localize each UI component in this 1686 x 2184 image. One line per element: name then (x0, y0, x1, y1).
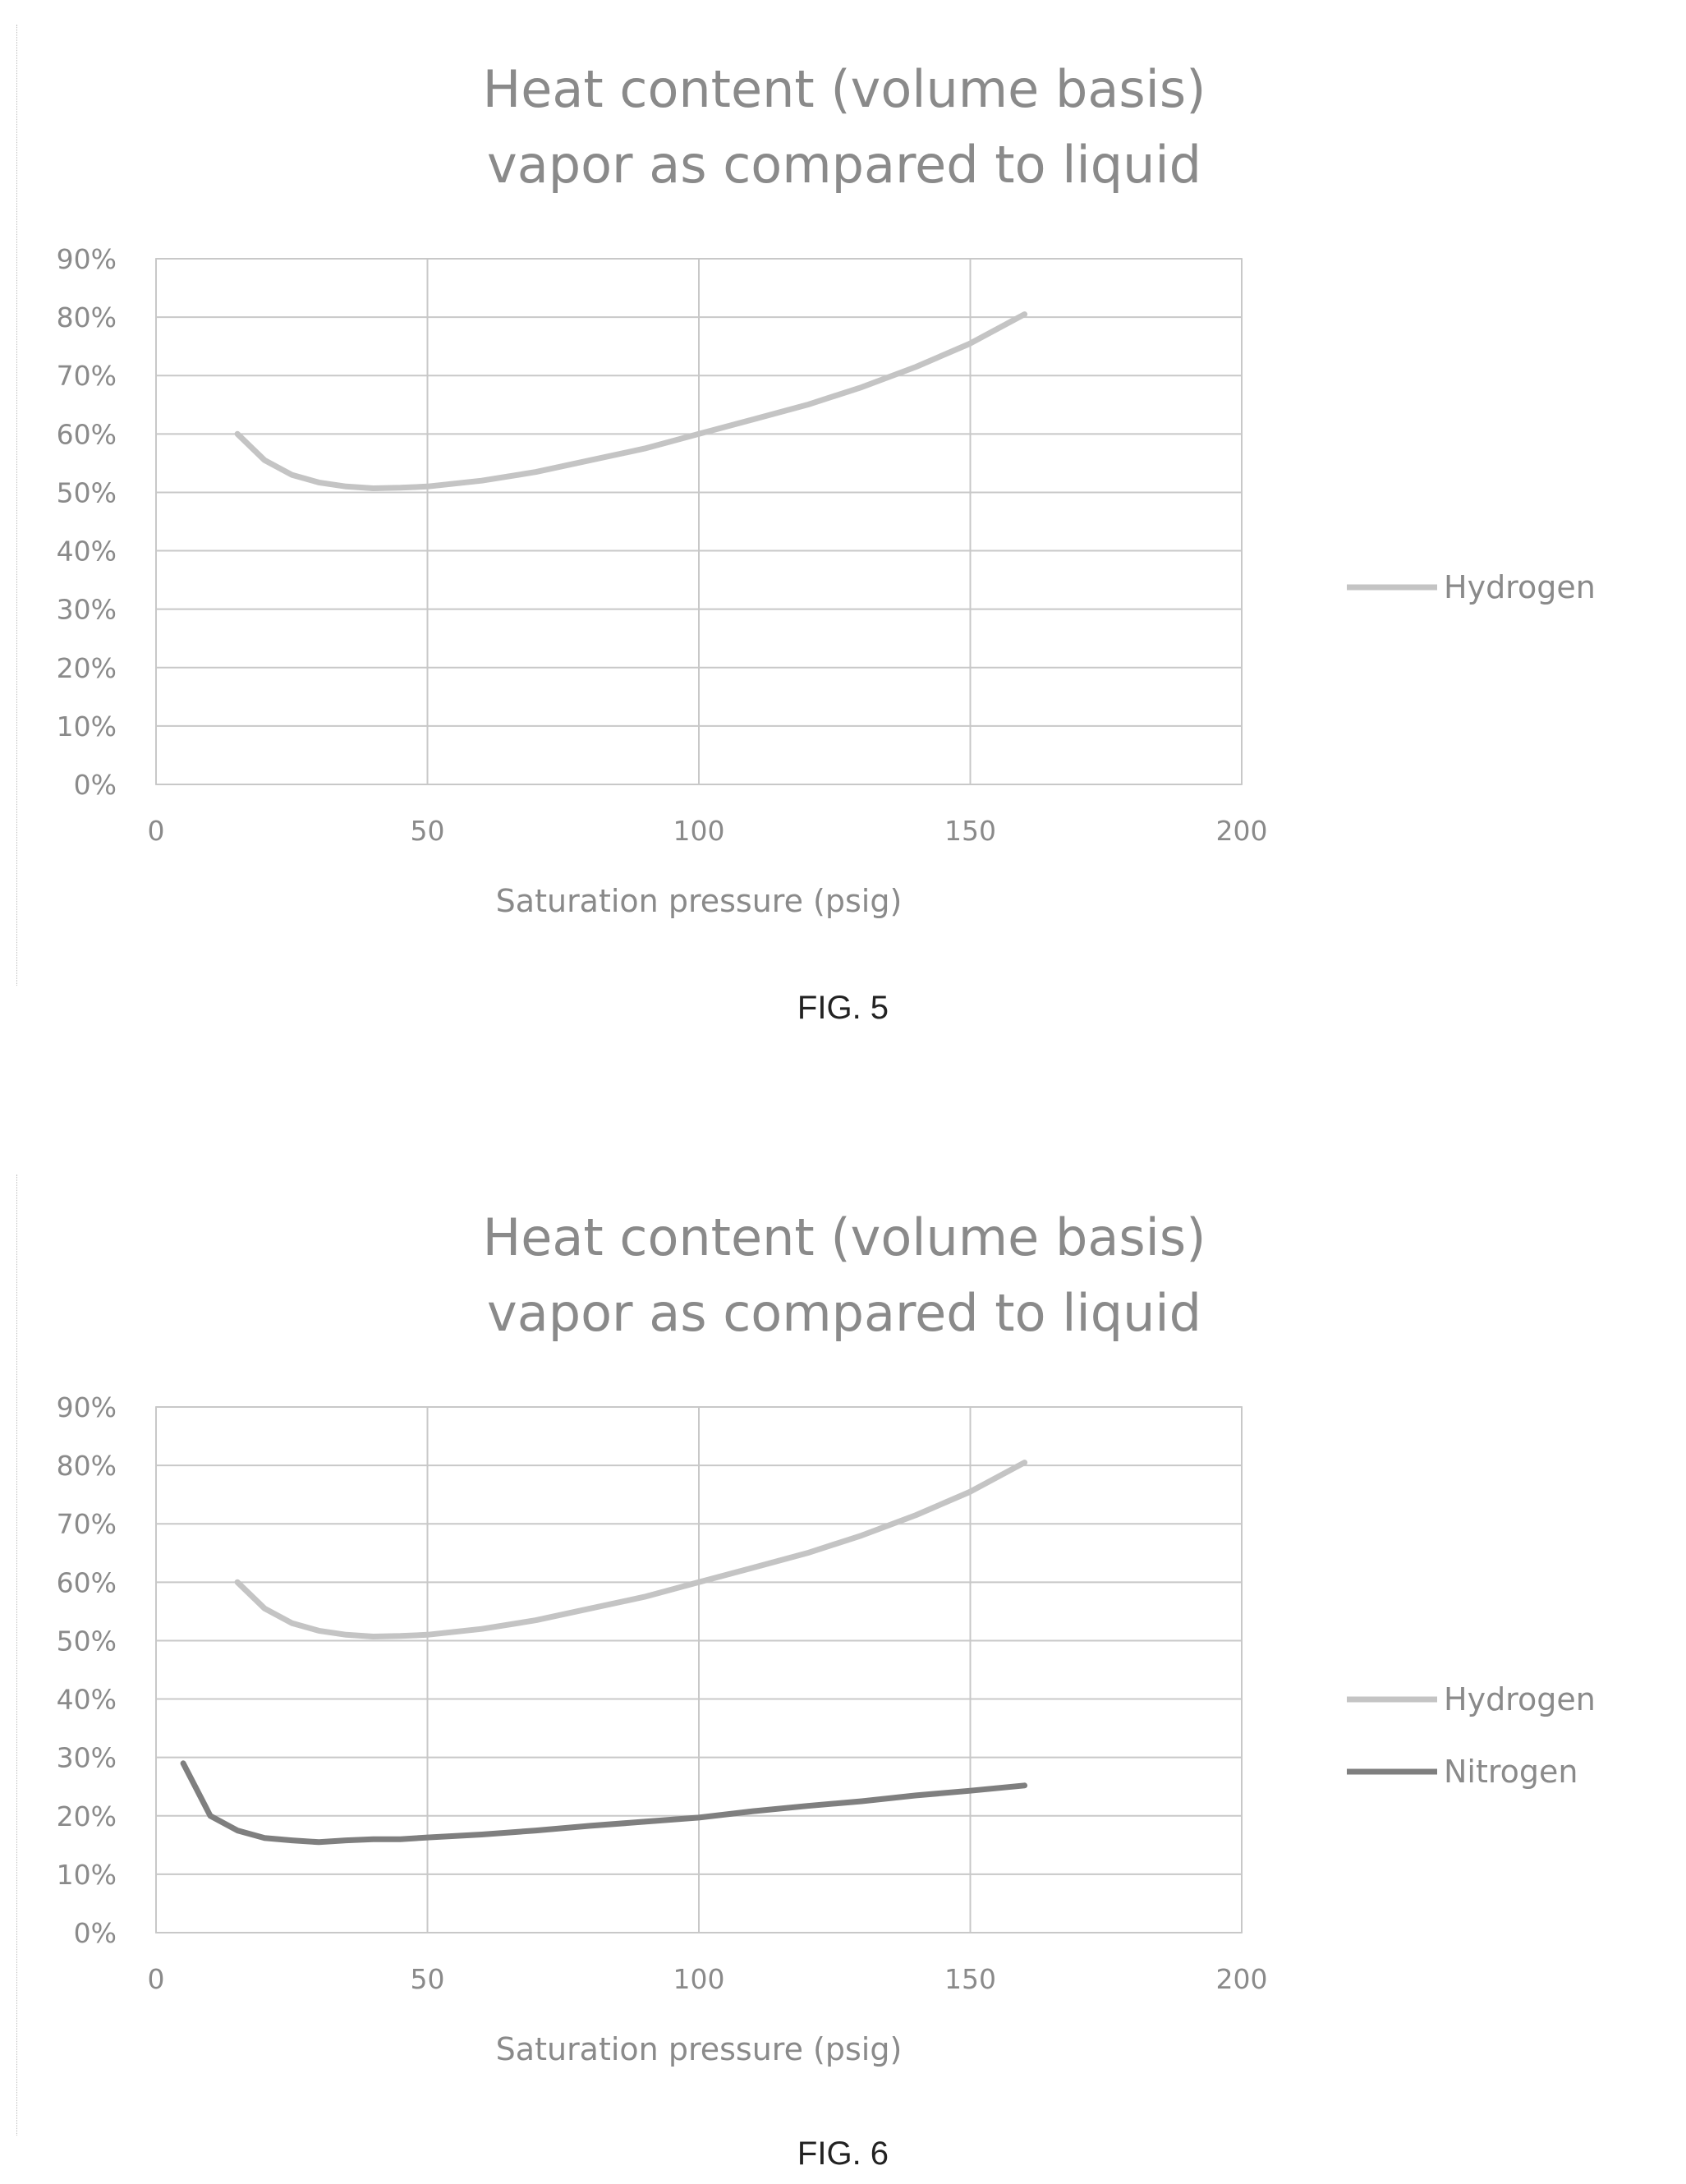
figure-5-border (16, 25, 17, 986)
y-tick-label: 40% (57, 536, 117, 568)
y-tick-label: 0% (74, 769, 117, 801)
y-tick-label: 50% (57, 476, 117, 508)
y-tick-label: 10% (57, 1859, 117, 1891)
x-tick-label: 150 (944, 815, 996, 847)
y-tick-label: 30% (57, 1742, 117, 1774)
fig5-chart: Heat content (volume basis) vapor as com… (57, 59, 1596, 919)
series-line-hydrogen (234, 311, 1028, 491)
x-tick-label: 50 (411, 1963, 445, 1995)
x-tick-label: 100 (673, 815, 725, 847)
x-tick-label: 200 (1216, 1963, 1268, 1995)
y-tick-label: 80% (57, 301, 117, 333)
y-tick-label: 40% (57, 1684, 117, 1716)
x-tick-label: 0 (148, 815, 165, 847)
chart-title-line-2: vapor as compared to liquid (487, 1283, 1201, 1343)
y-tick-label: 20% (57, 1800, 117, 1832)
x-tick-label: 100 (673, 1963, 725, 1995)
y-tick-label: 70% (57, 360, 117, 392)
series-line-nitrogen (180, 1760, 1028, 1846)
x-tick-label: 0 (148, 1963, 165, 1995)
figure-6-border (16, 1175, 17, 2136)
y-tick-label: 60% (57, 418, 117, 450)
figure-6-caption: FIG. 6 (797, 2136, 889, 2172)
series-line-hydrogen (234, 1460, 1028, 1639)
legend-label-hydrogen: Hydrogen (1444, 569, 1596, 605)
x-tick-label: 150 (944, 1963, 996, 1995)
y-tick-label: 0% (74, 1917, 117, 1949)
y-tick-label: 80% (57, 1450, 117, 1482)
y-tick-label: 50% (57, 1625, 117, 1657)
chart-title-line-1: Heat content (volume basis) (483, 59, 1206, 119)
y-tick-label: 20% (57, 652, 117, 684)
y-tick-label: 70% (57, 1508, 117, 1540)
chart-title-line-2: vapor as compared to liquid (487, 135, 1201, 195)
legend-label-hydrogen: Hydrogen (1444, 1681, 1596, 1717)
x-tick-label: 200 (1216, 815, 1268, 847)
y-tick-label: 30% (57, 594, 117, 626)
y-tick-label: 60% (57, 1566, 117, 1598)
x-axis-label: Saturation pressure (psig) (496, 883, 903, 919)
x-axis-label: Saturation pressure (psig) (496, 2031, 903, 2067)
figure-5-caption: FIG. 5 (797, 990, 889, 1026)
fig6-chart: Heat content (volume basis) vapor as com… (57, 1207, 1596, 2067)
legend-label-nitrogen: Nitrogen (1444, 1754, 1578, 1790)
y-tick-label: 90% (57, 1391, 117, 1423)
y-tick-label: 90% (57, 243, 117, 275)
x-tick-label: 50 (411, 815, 445, 847)
y-tick-label: 10% (57, 710, 117, 743)
chart-title-line-1: Heat content (volume basis) (483, 1207, 1206, 1267)
